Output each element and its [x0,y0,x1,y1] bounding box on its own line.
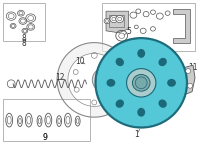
Circle shape [135,77,147,89]
Ellipse shape [116,16,124,23]
Ellipse shape [110,16,118,23]
Polygon shape [173,9,190,43]
Text: 9: 9 [43,133,48,142]
Ellipse shape [107,79,115,87]
Polygon shape [57,43,127,117]
FancyBboxPatch shape [3,99,90,141]
Text: 8: 8 [22,34,26,43]
Ellipse shape [127,69,156,97]
FancyBboxPatch shape [3,3,45,41]
Ellipse shape [104,18,110,24]
Text: 6: 6 [110,55,115,64]
Circle shape [186,69,191,74]
Ellipse shape [132,75,150,91]
Polygon shape [106,11,129,33]
Ellipse shape [137,108,145,117]
Text: 4: 4 [110,75,115,84]
Ellipse shape [158,100,167,108]
Ellipse shape [158,58,167,66]
Text: 11: 11 [188,63,198,72]
Circle shape [92,68,116,92]
Text: 9: 9 [43,133,48,142]
FancyBboxPatch shape [102,3,195,51]
Text: 2: 2 [178,95,183,104]
Text: 10: 10 [75,57,84,66]
Polygon shape [180,65,195,96]
Ellipse shape [116,58,124,66]
Text: 8: 8 [22,39,26,48]
Ellipse shape [167,79,176,87]
Ellipse shape [95,38,187,128]
Text: 7: 7 [139,49,144,58]
Ellipse shape [116,100,124,108]
Ellipse shape [137,49,145,58]
Text: 1: 1 [134,130,139,139]
Text: 5: 5 [126,27,131,36]
Circle shape [97,73,111,87]
Text: 7: 7 [139,46,144,55]
Circle shape [188,83,193,88]
Text: 12: 12 [55,73,65,82]
Text: 3: 3 [122,102,127,111]
